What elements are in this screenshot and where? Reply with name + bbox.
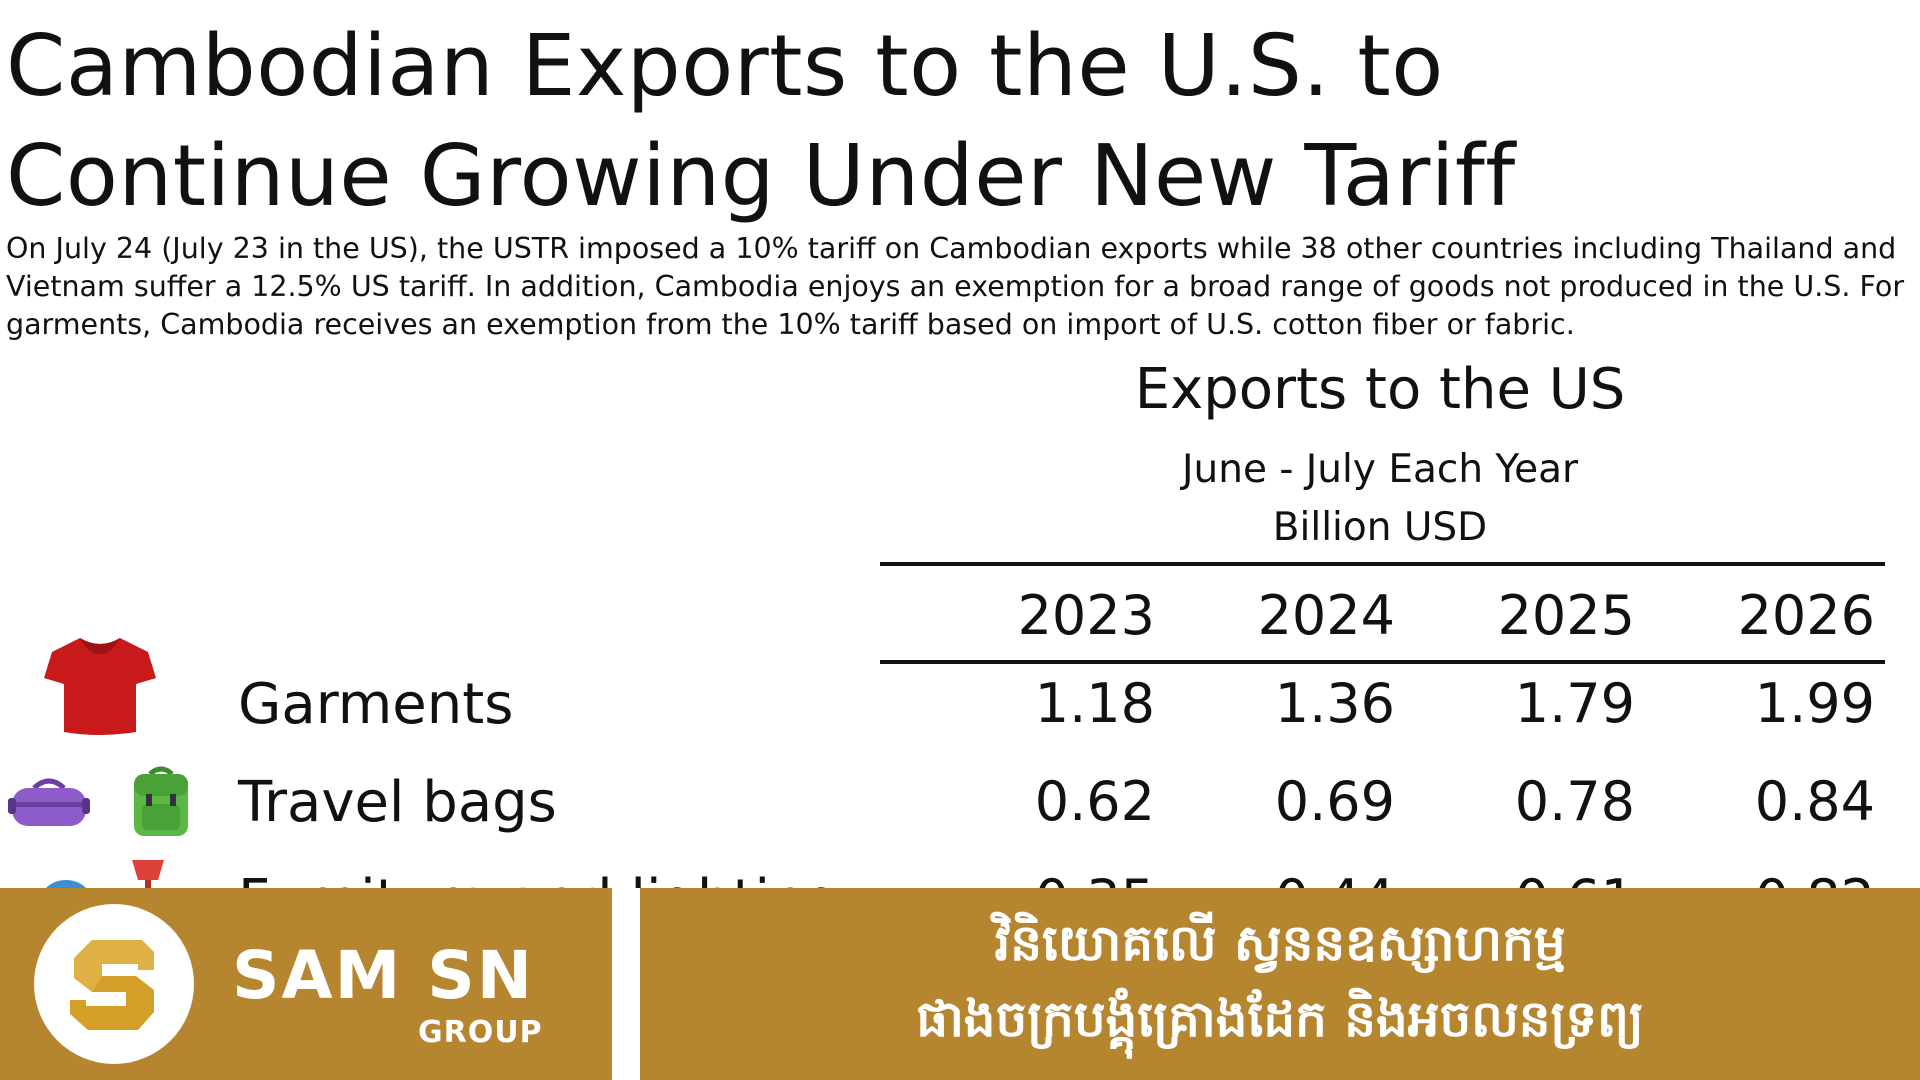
row-label-furniture-lighting: Furniture and lighting: [238, 866, 841, 890]
table-subtitle-period: June - July Each Year: [1182, 447, 1578, 492]
headline-line-2: Continue Growing Under New Tariff: [6, 127, 1516, 226]
partially-hidden-row: Furniture and lighting 0.35 0.44 0.61 0.…: [0, 800, 1920, 890]
intro-paragraph: On July 24 (July 23 in the US), the USTR…: [6, 232, 1905, 341]
row-label-travel-bags: Travel bags: [238, 770, 557, 835]
value-travel-bags-2025: 0.78: [1514, 770, 1635, 833]
table-title: Exports to the US: [1134, 357, 1626, 422]
year-header-2024: 2024: [1257, 584, 1395, 647]
value-garments-2026: 1.99: [1754, 672, 1875, 735]
sam-sn-logo-icon: [70, 940, 154, 1030]
value-furniture-2023: 0.35: [995, 868, 1155, 890]
brand-panel: SAM SN GROUP: [0, 888, 612, 1080]
footer-banner: SAM SN GROUP វិនិយោគលើ ស្វននឧស្សាហកម្ម ផ…: [0, 888, 1920, 1080]
brand-subtitle: GROUP: [418, 1015, 543, 1050]
table-top-rule: [880, 562, 1885, 566]
lamp-icon: [132, 860, 164, 890]
value-travel-bags-2023: 0.62: [1034, 770, 1155, 833]
backpack-icon: [134, 766, 188, 836]
khmer-slogan-line-2: ផាងចក្រ​បង្គុំគ្រោងដែក និងអចលនទ្រព្យ: [916, 990, 1644, 1048]
value-furniture-2026: 0.82: [1715, 868, 1875, 890]
khmer-slogan-line-1: វិនិយោគលើ ស្វននឧស្សាហកម្ម: [994, 914, 1566, 972]
brand-name: SAM SN: [232, 937, 535, 1014]
year-header-2023: 2023: [1017, 584, 1155, 647]
logo-badge: [34, 904, 194, 1064]
t-shirt-icon: [44, 638, 156, 735]
slogan-panel: វិនិយោគលើ ស្វននឧស្សាហកម្ម ផាងចក្រ​បង្គុំ…: [640, 888, 1920, 1080]
headline-line-1: Cambodian Exports to the U.S. to: [6, 17, 1444, 116]
value-travel-bags-2024: 0.69: [1274, 770, 1395, 833]
table-subtitle-unit: Billion USD: [1272, 505, 1488, 550]
year-header-2025: 2025: [1497, 584, 1635, 647]
value-garments-2024: 1.36: [1274, 672, 1395, 735]
value-furniture-2025: 0.61: [1475, 868, 1635, 890]
headline: Cambodian Exports to the U.S. to Continu…: [6, 12, 1906, 232]
table-header-rule: [880, 660, 1885, 664]
row-label-garments: Garments: [238, 672, 514, 737]
value-garments-2025: 1.79: [1514, 672, 1635, 735]
chair-icon: [44, 880, 88, 890]
duffel-bag-icon: [8, 778, 90, 826]
value-furniture-2024: 0.44: [1235, 868, 1395, 890]
footer-divider: [612, 888, 640, 1080]
year-header-2026: 2026: [1737, 584, 1875, 647]
value-garments-2023: 1.18: [1034, 672, 1155, 735]
value-travel-bags-2026: 0.84: [1754, 770, 1875, 833]
